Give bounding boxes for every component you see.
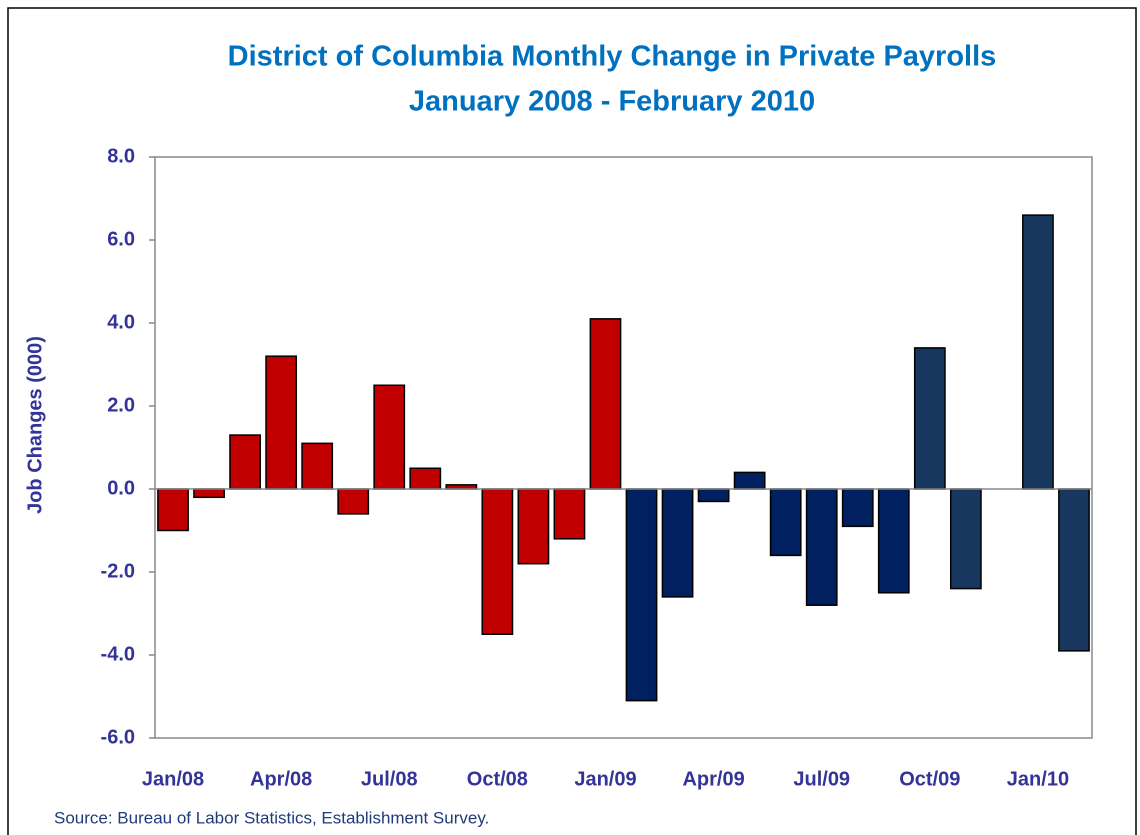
bar xyxy=(949,488,982,590)
x-tick-label: Apr/08 xyxy=(250,768,312,790)
y-tick-label: 8.0 xyxy=(107,145,135,167)
bar xyxy=(157,488,189,532)
bar xyxy=(517,488,550,565)
plot-area xyxy=(154,156,1093,739)
bar xyxy=(193,488,225,499)
y-tick-label: 0.0 xyxy=(107,477,135,499)
bar xyxy=(373,384,406,490)
x-tick-label: Jan/08 xyxy=(142,768,204,790)
bar xyxy=(337,488,370,515)
x-tick-label: Jul/08 xyxy=(361,768,418,790)
x-tick-label: Apr/09 xyxy=(682,768,744,790)
bar xyxy=(1058,488,1090,652)
chart-subtitle: January 2008 - February 2010 xyxy=(409,86,815,118)
x-tick-label: Jul/09 xyxy=(793,768,850,790)
chart-title: District of Columbia Monthly Change in P… xyxy=(228,41,997,73)
bar xyxy=(553,488,586,540)
y-tick-label: 6.0 xyxy=(107,228,135,250)
x-tick-label: Jan/09 xyxy=(574,768,636,790)
bar xyxy=(229,434,261,490)
x-tick-label: Jan/10 xyxy=(1007,768,1069,790)
bar xyxy=(733,471,766,490)
bar xyxy=(589,318,622,490)
y-tick-label: 2.0 xyxy=(107,394,135,416)
bar xyxy=(625,488,658,702)
bar xyxy=(481,488,514,635)
y-axis-label: Job Changes (000) xyxy=(24,336,46,514)
bar xyxy=(301,442,334,490)
y-tick-label: 4.0 xyxy=(107,311,135,333)
bar xyxy=(661,488,694,598)
x-tick-label: Oct/09 xyxy=(899,768,960,790)
source-note: Source: Bureau of Labor Statistics, Esta… xyxy=(54,808,489,827)
bar xyxy=(805,488,838,606)
bar xyxy=(409,467,442,490)
y-tick-label: -4.0 xyxy=(101,643,135,665)
bar xyxy=(841,488,874,528)
frame xyxy=(7,7,1137,835)
bar xyxy=(913,347,946,490)
bar xyxy=(265,355,298,490)
bar xyxy=(1022,214,1054,490)
y-tick-label: -6.0 xyxy=(101,726,135,748)
bar xyxy=(769,488,802,557)
bar xyxy=(877,488,910,594)
x-tick-label: Oct/08 xyxy=(467,768,528,790)
bar xyxy=(697,488,730,503)
y-tick-label: -2.0 xyxy=(101,560,135,582)
